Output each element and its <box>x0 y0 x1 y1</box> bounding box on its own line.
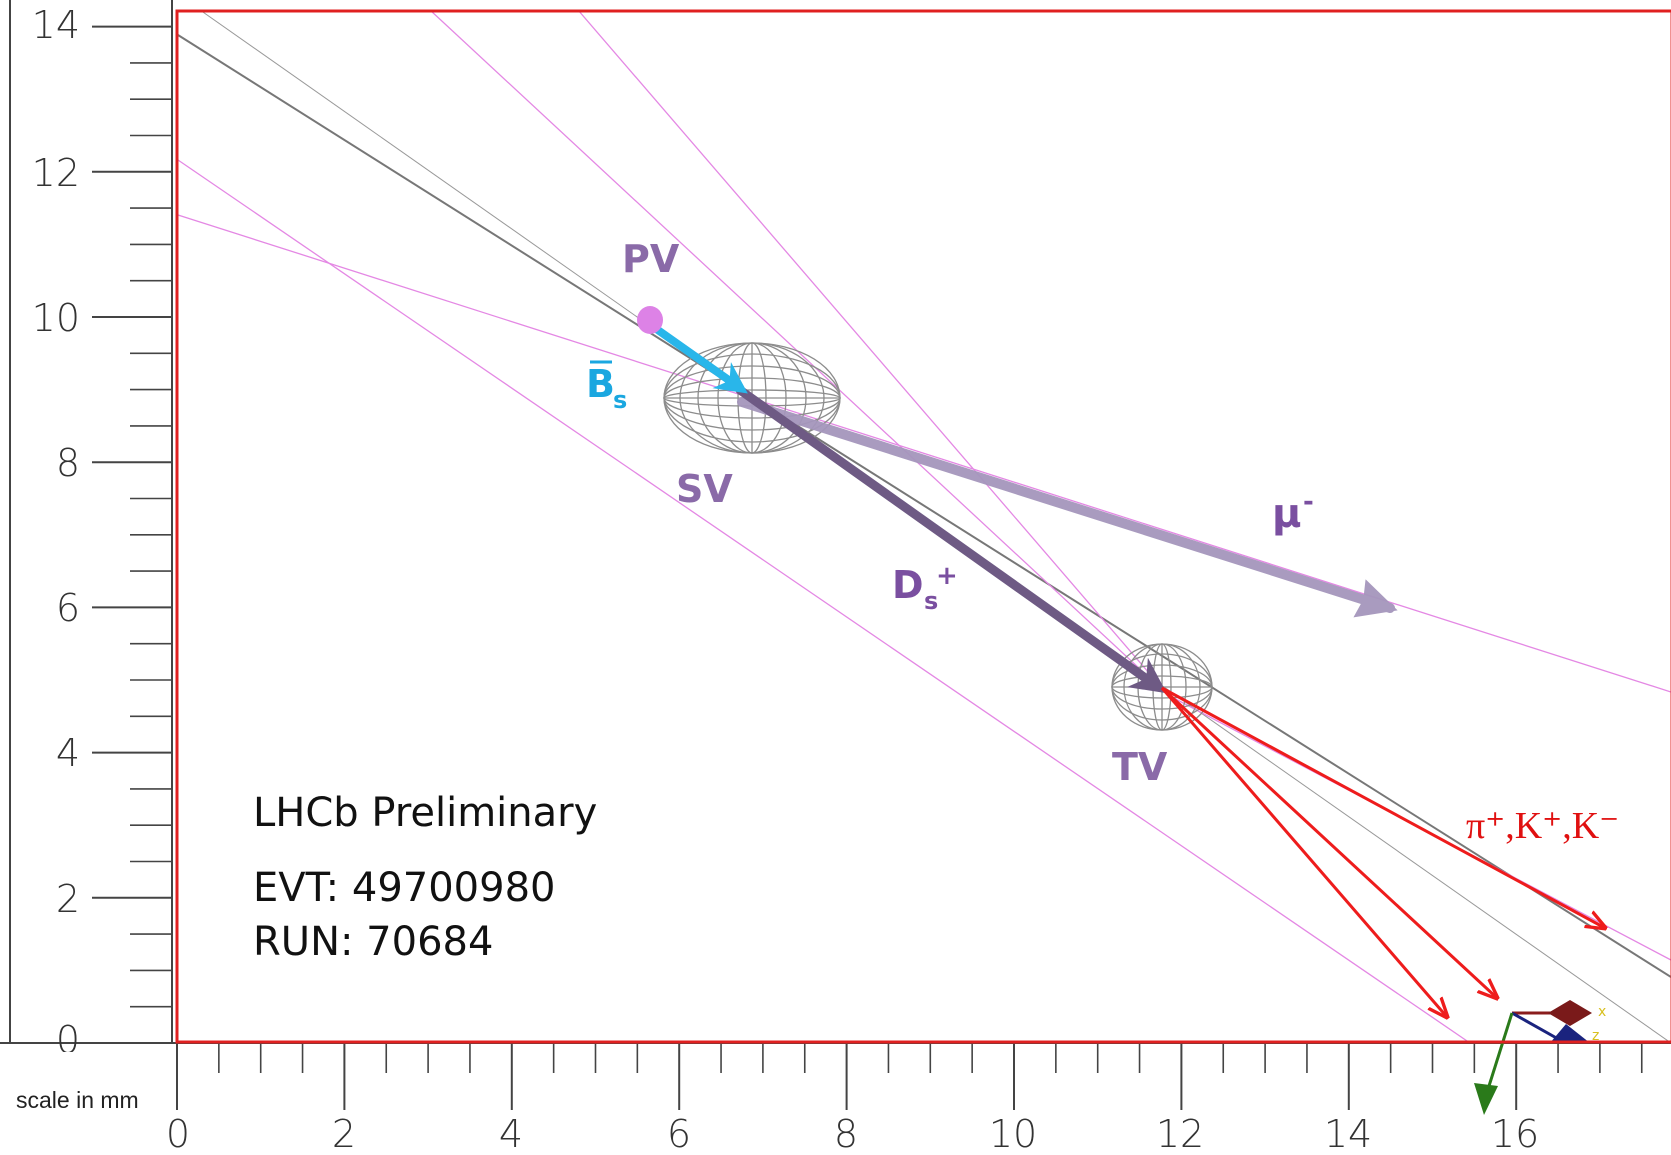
hadron-tracks <box>1160 686 1605 1017</box>
x-tick-labels: 0 2 4 6 8 10 12 14 16 <box>166 1112 1539 1155</box>
y-tick-labels: 0 2 4 6 8 10 12 14 <box>32 3 80 1062</box>
mu-label-sup: - <box>1303 487 1314 517</box>
x-label-2: 2 <box>332 1112 356 1155</box>
pink-track-2 <box>577 10 1169 696</box>
tv-vertex-mesh <box>1111 643 1213 731</box>
x-label-16: 16 <box>1491 1112 1539 1155</box>
svg-text:x: x <box>1598 1004 1606 1020</box>
y-label-4: 4 <box>56 731 80 775</box>
hadron-track-1 <box>1161 686 1605 928</box>
y-label-2: 2 <box>56 877 80 921</box>
x-label-12: 12 <box>1156 1112 1204 1155</box>
pink-track-3 <box>177 159 1471 1043</box>
pink-track-1 <box>429 10 1169 696</box>
bs-label: B s <box>586 360 627 414</box>
svg-text:z: z <box>1592 1028 1599 1044</box>
ds-label-sup: + <box>936 561 958 591</box>
plot-area <box>177 10 1671 1043</box>
y-axis <box>9 0 173 1044</box>
y-label-6: 6 <box>56 586 80 630</box>
scale-label: scale in mm <box>16 1087 139 1113</box>
ds-label: D + s <box>892 561 958 615</box>
event-info: LHCb Preliminary EVT: 49700980 RUN: 7068… <box>253 790 597 965</box>
pv-label: PV <box>622 237 680 281</box>
hadron-track-2 <box>1160 686 1497 998</box>
hadrons-label: π⁺,K⁺,K⁻ <box>1466 805 1619 847</box>
x-ticks <box>176 1043 1643 1110</box>
y-label-10: 10 <box>32 296 80 340</box>
bs-label-main: B <box>586 362 615 406</box>
y-label-12: 12 <box>32 151 80 195</box>
y-label-0: 0 <box>56 1018 80 1062</box>
x-label-10: 10 <box>989 1112 1037 1155</box>
mu-label: μ - <box>1272 487 1314 537</box>
x-label-0: 0 <box>166 1112 190 1155</box>
x-label-14: 14 <box>1324 1112 1372 1155</box>
ds-arrow <box>735 385 1167 694</box>
mu-arrow <box>737 397 1398 618</box>
bs-arrow <box>651 324 748 394</box>
y-minor-ticks <box>130 62 172 1008</box>
x-label-4: 4 <box>499 1112 523 1155</box>
lhcb-preliminary: LHCb Preliminary <box>253 790 597 836</box>
tv-label: TV <box>1112 745 1168 789</box>
x-axis <box>0 1042 1671 1110</box>
hadron-track-3 <box>1160 687 1447 1017</box>
event-number: EVT: 49700980 <box>253 865 555 911</box>
ds-label-sub: s <box>924 587 938 615</box>
x-label-6: 6 <box>667 1112 691 1155</box>
y-label-14: 14 <box>32 3 80 47</box>
mu-label-main: μ <box>1272 491 1301 537</box>
pv-dot <box>637 306 663 334</box>
ds-label-main: D <box>892 563 924 607</box>
plot-frame <box>175 9 1671 1044</box>
y-label-8: 8 <box>56 441 80 485</box>
sv-label: SV <box>676 467 733 511</box>
pink-track-4 <box>177 214 1671 693</box>
run-number: RUN: 70684 <box>253 919 493 965</box>
bs-label-sub: s <box>613 386 627 414</box>
axis-gizmo-icon: x z <box>1474 1000 1606 1115</box>
x-label-8: 8 <box>834 1112 858 1155</box>
grey-track-1 <box>177 34 1671 978</box>
